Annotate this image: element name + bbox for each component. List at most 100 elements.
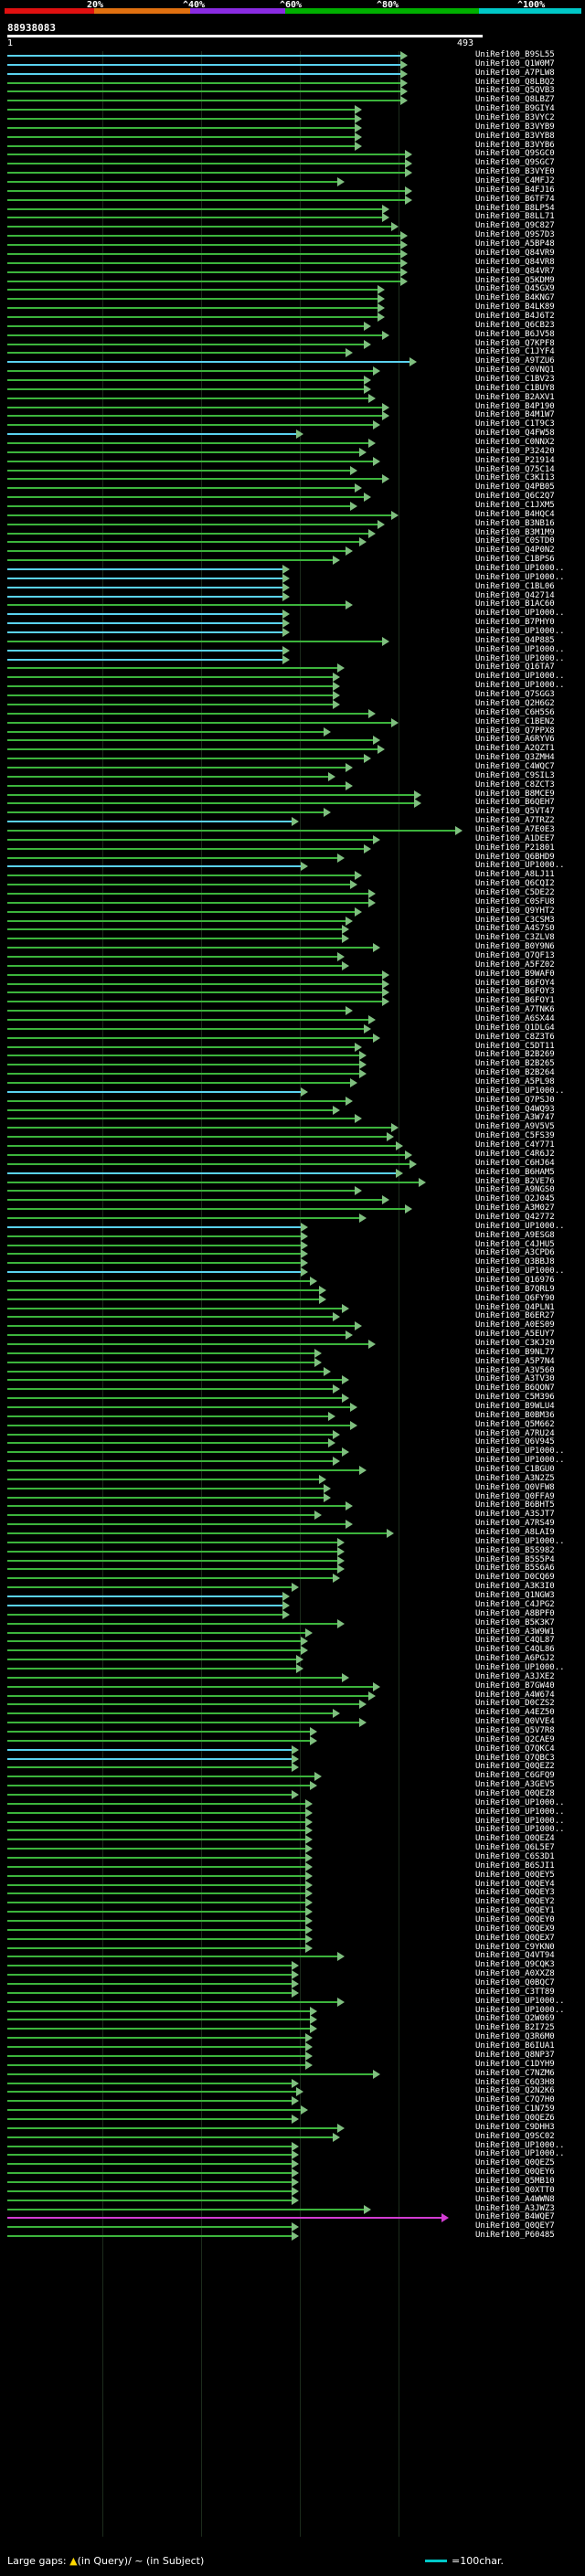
hit-label[interactable]: UniRef100_Q0QEY1 — [475, 1906, 555, 1916]
hit-label[interactable]: UniRef100_A5P7N4 — [475, 1356, 555, 1366]
hit-row[interactable]: UniRef100_A0ES09 — [0, 1320, 585, 1331]
hit-row[interactable]: UniRef100_Q4P885 — [0, 636, 585, 646]
hit-row[interactable]: UniRef100_Q2CAE9 — [0, 1735, 585, 1745]
hit-row[interactable]: UniRef100_Q84VR9 — [0, 249, 585, 259]
hit-label[interactable]: UniRef100_C1DYH9 — [475, 2059, 555, 2069]
hit-row[interactable]: UniRef100_UP1000.. — [0, 1663, 585, 1673]
hit-row[interactable]: UniRef100_B3VYB9 — [0, 122, 585, 133]
hit-row[interactable]: UniRef100_A3M027 — [0, 1203, 585, 1214]
hit-row[interactable]: UniRef100_C4JPG2 — [0, 1600, 585, 1610]
hit-row[interactable]: UniRef100_Q6FY90 — [0, 1294, 585, 1304]
hit-label[interactable]: UniRef100_B6QON7 — [475, 1383, 555, 1394]
hit-row[interactable]: UniRef100_B9WAF0 — [0, 970, 585, 980]
hit-row[interactable]: UniRef100_Q7PSJ0 — [0, 1096, 585, 1106]
hit-label[interactable]: UniRef100_B9WLU4 — [475, 1402, 555, 1411]
hit-label[interactable]: UniRef100_UP1000.. — [475, 564, 565, 574]
hit-row[interactable]: UniRef100_B4LK89 — [0, 302, 585, 313]
hit-row[interactable]: UniRef100_UP1000.. — [0, 861, 585, 872]
hit-label[interactable]: UniRef100_B4FJ16 — [475, 185, 555, 195]
hit-row[interactable]: UniRef100_D0CQ69 — [0, 1573, 585, 1584]
hit-label[interactable]: UniRef100_A8LAI9 — [475, 1528, 555, 1538]
hit-label[interactable]: UniRef100_UP1000.. — [475, 1536, 565, 1546]
hit-row[interactable]: UniRef100_B3VYC2 — [0, 113, 585, 124]
hit-label[interactable]: UniRef100_B6FOY3 — [475, 987, 555, 997]
hit-row[interactable]: UniRef100_C4JHU5 — [0, 1239, 585, 1250]
hit-row[interactable]: UniRef100_A9ESG8 — [0, 1231, 585, 1241]
hit-row[interactable]: UniRef100_C9DHH3 — [0, 2123, 585, 2133]
hit-row[interactable]: UniRef100_B5K3K7 — [0, 1618, 585, 1628]
hit-label[interactable]: UniRef100_Q9S7D3 — [475, 230, 555, 240]
hit-row[interactable]: UniRef100_Q75C14 — [0, 465, 585, 475]
hit-row[interactable]: UniRef100_B4HQC4 — [0, 510, 585, 520]
hit-row[interactable]: UniRef100_Q7KPF8 — [0, 339, 585, 349]
hit-label[interactable]: UniRef100_C9YKN0 — [475, 1942, 555, 1952]
hit-row[interactable]: UniRef100_B6QEH7 — [0, 798, 585, 809]
hit-label[interactable]: UniRef100_C6S3D1 — [475, 1852, 555, 1861]
hit-row[interactable]: UniRef100_C4QL86 — [0, 1645, 585, 1656]
hit-row[interactable]: UniRef100_A3CPD6 — [0, 1248, 585, 1259]
hit-label[interactable]: UniRef100_UP1000.. — [475, 1086, 565, 1096]
hit-row[interactable]: UniRef100_A9TZU6 — [0, 356, 585, 367]
hit-row[interactable]: UniRef100_Q4PLN1 — [0, 1303, 585, 1313]
hit-row[interactable]: UniRef100_B6JV58 — [0, 329, 585, 340]
hit-label[interactable]: UniRef100_C4JHU5 — [475, 1239, 555, 1249]
hit-row[interactable]: UniRef100_A3TV30 — [0, 1374, 585, 1385]
hit-label[interactable]: UniRef100_A3W9W1 — [475, 1627, 555, 1637]
hit-row[interactable]: UniRef100_Q45GX9 — [0, 284, 585, 295]
hit-label[interactable]: UniRef100_Q9SGC0 — [475, 149, 555, 159]
hit-label[interactable]: UniRef100_C4WQC7 — [475, 761, 555, 771]
hit-label[interactable]: UniRef100_B6SJI1 — [475, 1860, 555, 1871]
hit-label[interactable]: UniRef100_B2I725 — [475, 2023, 555, 2033]
hit-label[interactable]: UniRef100_Q42772 — [475, 1212, 555, 1222]
hit-row[interactable]: UniRef100_Q0QEY2 — [0, 1897, 585, 1908]
hit-row[interactable]: UniRef100_B4P190 — [0, 402, 585, 412]
hit-label[interactable]: UniRef100_A5FZ02 — [475, 959, 555, 970]
hit-label[interactable]: UniRef100_A3TV30 — [475, 1374, 555, 1384]
hit-label[interactable]: UniRef100_Q5KDM9 — [475, 275, 555, 285]
hit-row[interactable]: UniRef100_B4M1W7 — [0, 410, 585, 421]
hit-label[interactable]: UniRef100_Q5V7R8 — [475, 1725, 555, 1735]
hit-row[interactable]: UniRef100_C6HJ64 — [0, 1158, 585, 1169]
hit-label[interactable]: UniRef100_A3N2Z5 — [475, 1473, 555, 1483]
hit-row[interactable]: UniRef100_A7TNK6 — [0, 1005, 585, 1016]
hit-label[interactable]: UniRef100_Q7QF13 — [475, 951, 555, 960]
hit-row[interactable]: UniRef100_UP1000.. — [0, 1456, 585, 1467]
hit-label[interactable]: UniRef100_C6HJ64 — [475, 1158, 555, 1168]
hit-label[interactable]: UniRef100_B6FOY4 — [475, 978, 555, 988]
hit-row[interactable]: UniRef100_C6S3D1 — [0, 1852, 585, 1862]
hit-row[interactable]: UniRef100_Q6L5E7 — [0, 1843, 585, 1854]
hit-row[interactable]: UniRef100_Q0QEY4 — [0, 1880, 585, 1890]
hit-row[interactable]: UniRef100_B3NB16 — [0, 519, 585, 529]
hit-label[interactable]: UniRef100_UP1000.. — [475, 653, 565, 663]
hit-row[interactable]: UniRef100_Q7SGG3 — [0, 690, 585, 701]
hit-row[interactable]: UniRef100_B6FOY3 — [0, 987, 585, 998]
hit-label[interactable]: UniRef100_C1T9C3 — [475, 419, 555, 429]
hit-row[interactable]: UniRef100_Q3R6M0 — [0, 2032, 585, 2043]
hit-row[interactable]: UniRef100_B6IUA1 — [0, 2041, 585, 2052]
hit-label[interactable]: UniRef100_A3JXE2 — [475, 1671, 555, 1681]
hit-row[interactable]: UniRef100_C4QL87 — [0, 1636, 585, 1647]
hit-row[interactable]: UniRef100_Q0QEY3 — [0, 1888, 585, 1899]
hit-row[interactable]: UniRef100_C0VNQ1 — [0, 366, 585, 376]
hit-row[interactable]: UniRef100_Q7QBC3 — [0, 1754, 585, 1764]
hit-label[interactable]: UniRef100_C0SFU8 — [475, 896, 555, 906]
hit-row[interactable]: UniRef100_Q3ZMH4 — [0, 753, 585, 764]
hit-row[interactable]: UniRef100_Q0QEY6 — [0, 2168, 585, 2178]
hit-label[interactable]: UniRef100_Q0BQC7 — [475, 1978, 555, 1988]
hit-label[interactable]: UniRef100_UP1000.. — [475, 681, 565, 691]
hit-row[interactable]: UniRef100_Q0QEY7 — [0, 2221, 585, 2232]
hit-label[interactable]: UniRef100_Q8NP37 — [475, 2050, 555, 2060]
hit-label[interactable]: UniRef100_B8MCE9 — [475, 789, 555, 799]
hit-row[interactable]: UniRef100_Q0QEZ6 — [0, 2114, 585, 2124]
hit-label[interactable]: UniRef100_A4S7S0 — [475, 924, 555, 934]
hit-label[interactable]: UniRef100_B2AXV1 — [475, 392, 555, 402]
hit-label[interactable]: UniRef100_A0XXZ8 — [475, 1969, 555, 1979]
hit-label[interactable]: UniRef100_C6Q3H8 — [475, 2077, 555, 2087]
hit-label[interactable]: UniRef100_B6JV58 — [475, 329, 555, 339]
hit-label[interactable]: UniRef100_C0VNQ1 — [475, 366, 555, 376]
hit-label[interactable]: UniRef100_UP1000.. — [475, 1825, 565, 1835]
hit-label[interactable]: UniRef100_B6BHT5 — [475, 1500, 555, 1511]
hit-row[interactable]: UniRef100_A5PL98 — [0, 1077, 585, 1088]
hit-row[interactable]: UniRef100_Q1W0M7 — [0, 59, 585, 69]
hit-row[interactable]: UniRef100_Q0VVE4 — [0, 1717, 585, 1728]
